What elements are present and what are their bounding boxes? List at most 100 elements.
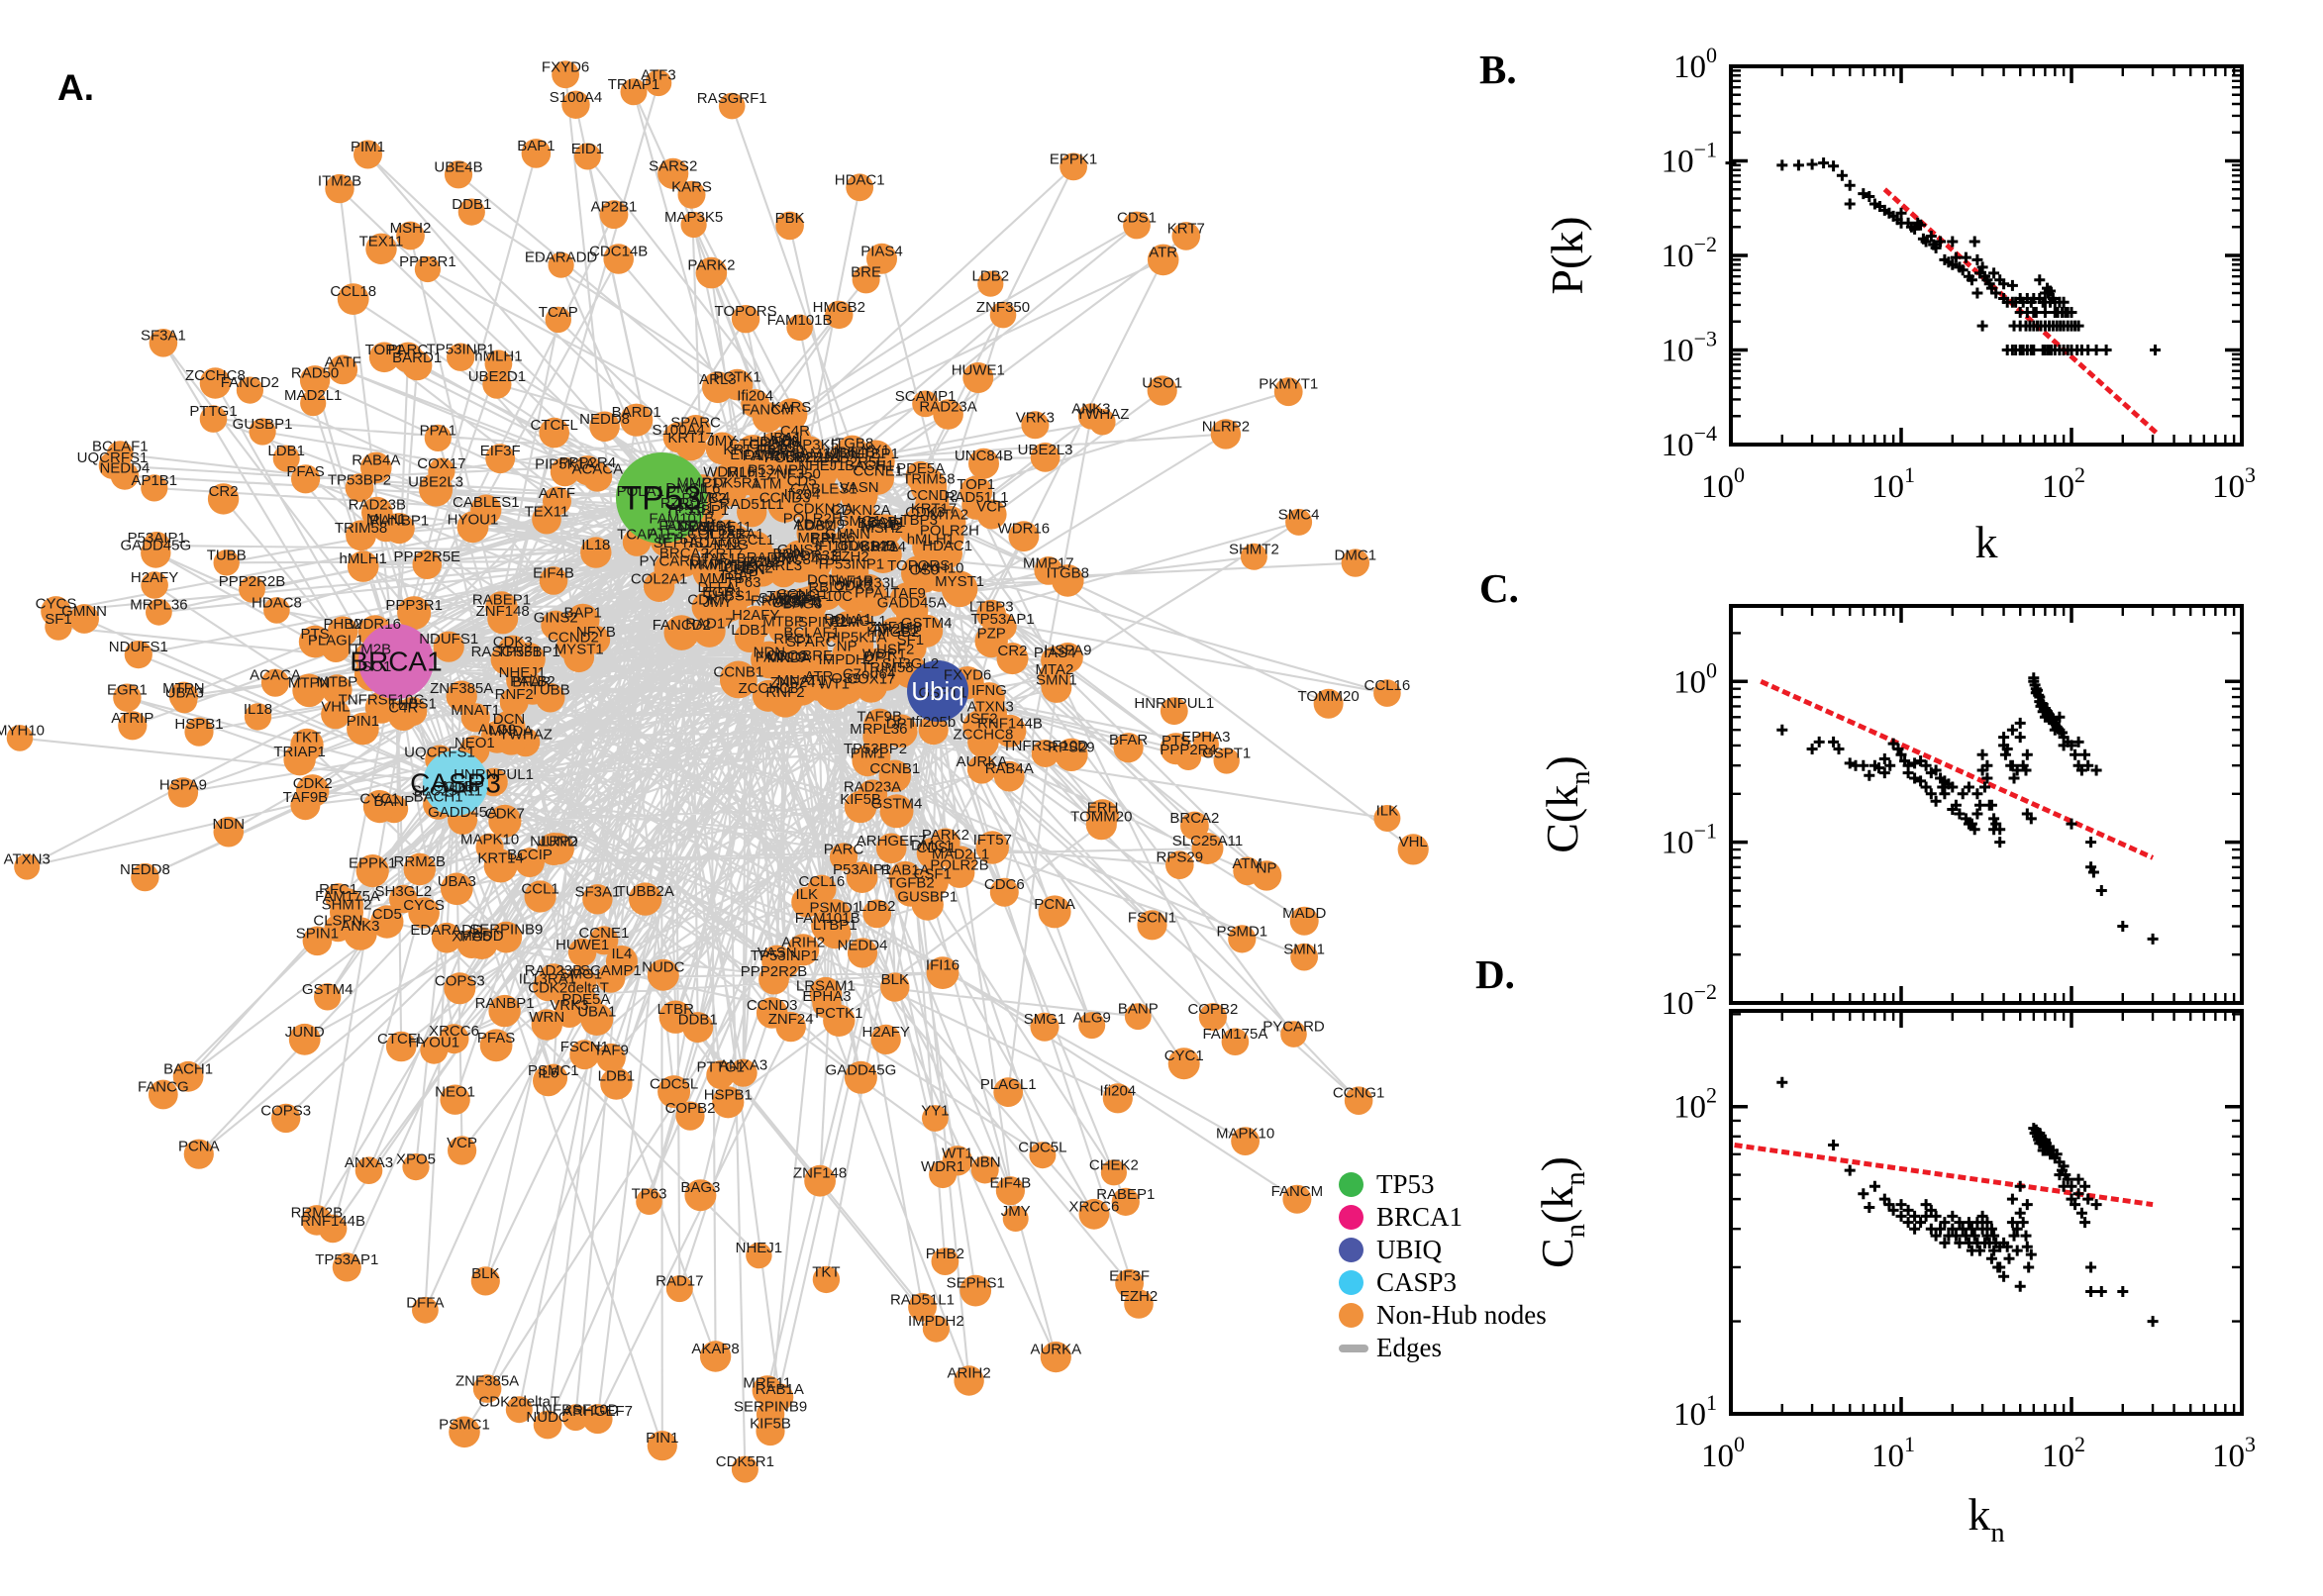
network-node: [183, 1139, 214, 1169]
network-node: [718, 92, 746, 120]
network-node-label: CDS1: [916, 840, 956, 856]
fit-line: [1760, 679, 2155, 860]
network-node-label: TP53INP1: [816, 556, 884, 573]
network-node-label: ZNF350: [767, 465, 821, 482]
network-node-label: MMP9: [699, 570, 742, 587]
network-node: [929, 1160, 958, 1189]
network-node: [734, 622, 765, 653]
network-node: [98, 451, 127, 479]
network-node-label: ITGB8: [831, 435, 873, 451]
network-node: [852, 265, 880, 294]
network-node-label: Ifi205b: [759, 440, 804, 456]
network-node-label: ARIH2: [781, 934, 825, 950]
network-node-label: ZNF148: [476, 603, 530, 620]
network-node-label: CDK5R1: [716, 1453, 774, 1470]
network-node: [383, 513, 415, 545]
network-node-label: CCND2: [907, 487, 959, 504]
network-node-label: YWHAZ: [499, 727, 553, 744]
network-node-label: FANCD2: [221, 374, 279, 391]
network-node: [345, 473, 374, 502]
network-node-label: HSPB1: [174, 716, 223, 733]
network-node: [746, 1242, 772, 1269]
hub-node-label-tp53: TP53: [621, 480, 701, 518]
network-node-label: VRK3: [550, 997, 588, 1014]
network-node: [505, 1396, 533, 1424]
network-node: [854, 665, 884, 697]
network-node: [935, 524, 964, 553]
network-node-label: PARK2: [687, 257, 735, 274]
network-node: [580, 537, 612, 568]
network-node: [533, 1064, 564, 1097]
network-node-label: POLA1: [617, 483, 664, 500]
network-node-label: TRIAP1: [273, 744, 326, 760]
network-node-label: HMGB2: [813, 299, 865, 316]
network-node: [199, 367, 232, 399]
node-swatch-icon: [1339, 1270, 1364, 1295]
tick-label: 101: [1871, 462, 1915, 505]
network-node-label: ITM2B: [348, 642, 391, 658]
network-node: [581, 625, 611, 654]
network-node-label: SARS2: [758, 590, 807, 607]
network-node: [332, 1252, 361, 1282]
network-node: [968, 448, 999, 479]
network-node-label: NP: [1257, 859, 1277, 876]
network-node: [819, 917, 852, 949]
network-node-label: ARIH2: [948, 1365, 991, 1382]
network-node: [752, 402, 783, 433]
network-node-label: EPPK1: [349, 855, 396, 872]
network-node-label: MTPN: [288, 674, 331, 691]
network-node-label: AP1B1: [668, 500, 715, 517]
network-node-label: RAD51L1: [720, 496, 784, 513]
network-node: [213, 816, 245, 848]
network-node-label: KRT7: [705, 546, 743, 562]
network-node: [449, 1416, 480, 1448]
network-node-label: ZNF350: [976, 299, 1030, 316]
network-node-label: MLH1: [727, 464, 766, 481]
network-node-label: PIP5K1A: [535, 456, 595, 473]
network-node-label: MYST1: [555, 642, 604, 658]
network-node: [556, 628, 590, 662]
network-node: [862, 899, 892, 929]
network-node-label: RPS29: [1048, 739, 1095, 755]
network-node-label: RAD23B: [525, 962, 582, 979]
network-node-label: PIP5K1A: [827, 629, 887, 646]
network-node-label: P53AIP1: [128, 530, 186, 547]
network-node-label: PSMD1: [809, 899, 860, 916]
network-node-label: PALB2: [510, 673, 556, 690]
network-node: [385, 1031, 417, 1062]
network-node: [1160, 697, 1188, 726]
network-node: [582, 461, 613, 492]
network-node-label: NEDD8: [120, 861, 170, 878]
network-node-label: SMN1: [1283, 942, 1325, 958]
network-node-label: UNC84B: [955, 448, 1013, 464]
network-node-label: BFAR: [512, 674, 551, 691]
network-node: [702, 371, 734, 404]
network-node-label: FSCN1: [1128, 909, 1176, 926]
network-node-label: TP63: [632, 1186, 667, 1203]
network-node: [1231, 1127, 1260, 1155]
network-node-label: BRE: [851, 263, 881, 280]
network-node-label: CSF1: [914, 866, 952, 883]
network-node-label: PSMD1: [1216, 923, 1267, 940]
network-node: [675, 1101, 705, 1131]
network-node: [1210, 419, 1242, 449]
legend-item-non-hub-nodes: Non-Hub nodes: [1339, 1299, 1547, 1332]
network-node-label: BCLAF1: [92, 439, 149, 455]
network-node-label: MTBP: [443, 778, 484, 795]
network-node-label: NUDC: [642, 959, 684, 976]
network-node-label: SCAMP1: [580, 962, 642, 979]
network-node: [539, 566, 568, 595]
network-node: [532, 504, 561, 535]
network-node: [537, 833, 570, 865]
network-node: [1397, 834, 1429, 865]
network-node-label: EID1: [730, 447, 762, 463]
network-node: [603, 244, 634, 274]
network-node-label: RAD23B: [349, 497, 406, 514]
network-node-label: SF3A1: [574, 883, 620, 900]
network-node-label: WT1: [942, 1145, 973, 1161]
network-node-label: TGFB2: [688, 523, 736, 540]
network-node-label: IMPDH2: [819, 651, 875, 668]
network-node-label: SMN1: [1036, 672, 1077, 689]
scatter-points: [1776, 672, 2159, 945]
network-node: [397, 596, 432, 631]
